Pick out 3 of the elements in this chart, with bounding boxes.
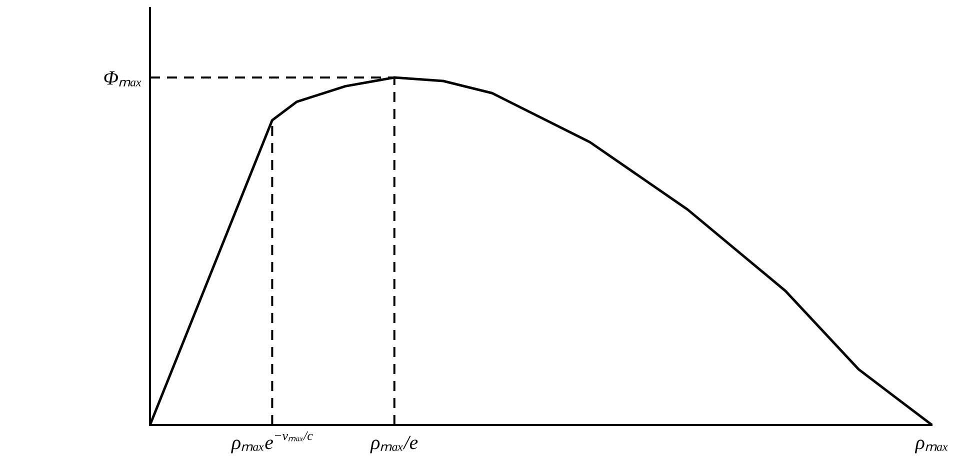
ref-line-label: Φₘₐₓ (103, 68, 142, 90)
x-tick-label: ρₘₐₓ/e (370, 432, 418, 454)
x-tick-label: ρₘₐₓ (914, 432, 949, 454)
